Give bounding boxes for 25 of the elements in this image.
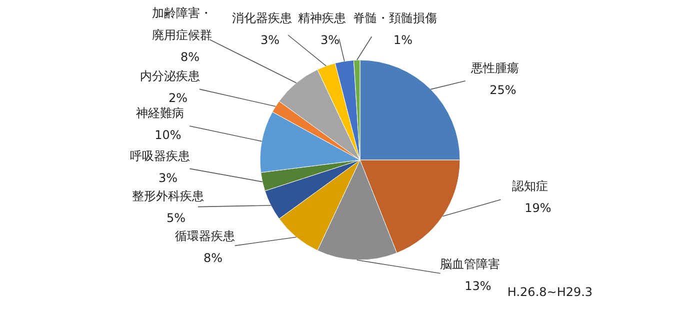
text: H.26.8~H29.3 — [507, 285, 593, 299]
data-label: 2% — [168, 91, 188, 105]
slice-label: 消化器疾患 — [232, 11, 292, 25]
slice-label: 呼吸器疾患 — [130, 149, 190, 163]
data-label: 3% — [320, 33, 340, 47]
slice-label: 神経難病 — [136, 106, 184, 120]
data-label: 8% — [180, 50, 200, 64]
data-label: 19% — [524, 201, 552, 215]
data-label: 25% — [490, 83, 516, 97]
slice-label: 精神疾患 — [298, 11, 346, 25]
slice-label: 悪性腫瘍 — [470, 61, 519, 75]
slice-label: 脳血管障害 — [440, 257, 500, 271]
slice-label: 循環器疾患 — [175, 229, 235, 243]
slice-label: 整形外科疾患 — [132, 189, 204, 203]
data-label: 10% — [154, 128, 182, 142]
data-label: 3% — [260, 33, 280, 47]
data-label: 13% — [464, 279, 492, 293]
slice-label: 内分泌疾患 — [140, 69, 200, 83]
data-label: 5% — [166, 211, 186, 225]
slice-label: 脊髄・頚髄損傷 — [353, 11, 437, 25]
slice-label: 加齢障害・廃用症候群 — [152, 6, 212, 42]
data-label: 3% — [158, 171, 178, 185]
data-label: 8% — [203, 251, 223, 265]
slice-label: 認知症 — [512, 179, 548, 193]
data-label: 1% — [393, 33, 413, 47]
